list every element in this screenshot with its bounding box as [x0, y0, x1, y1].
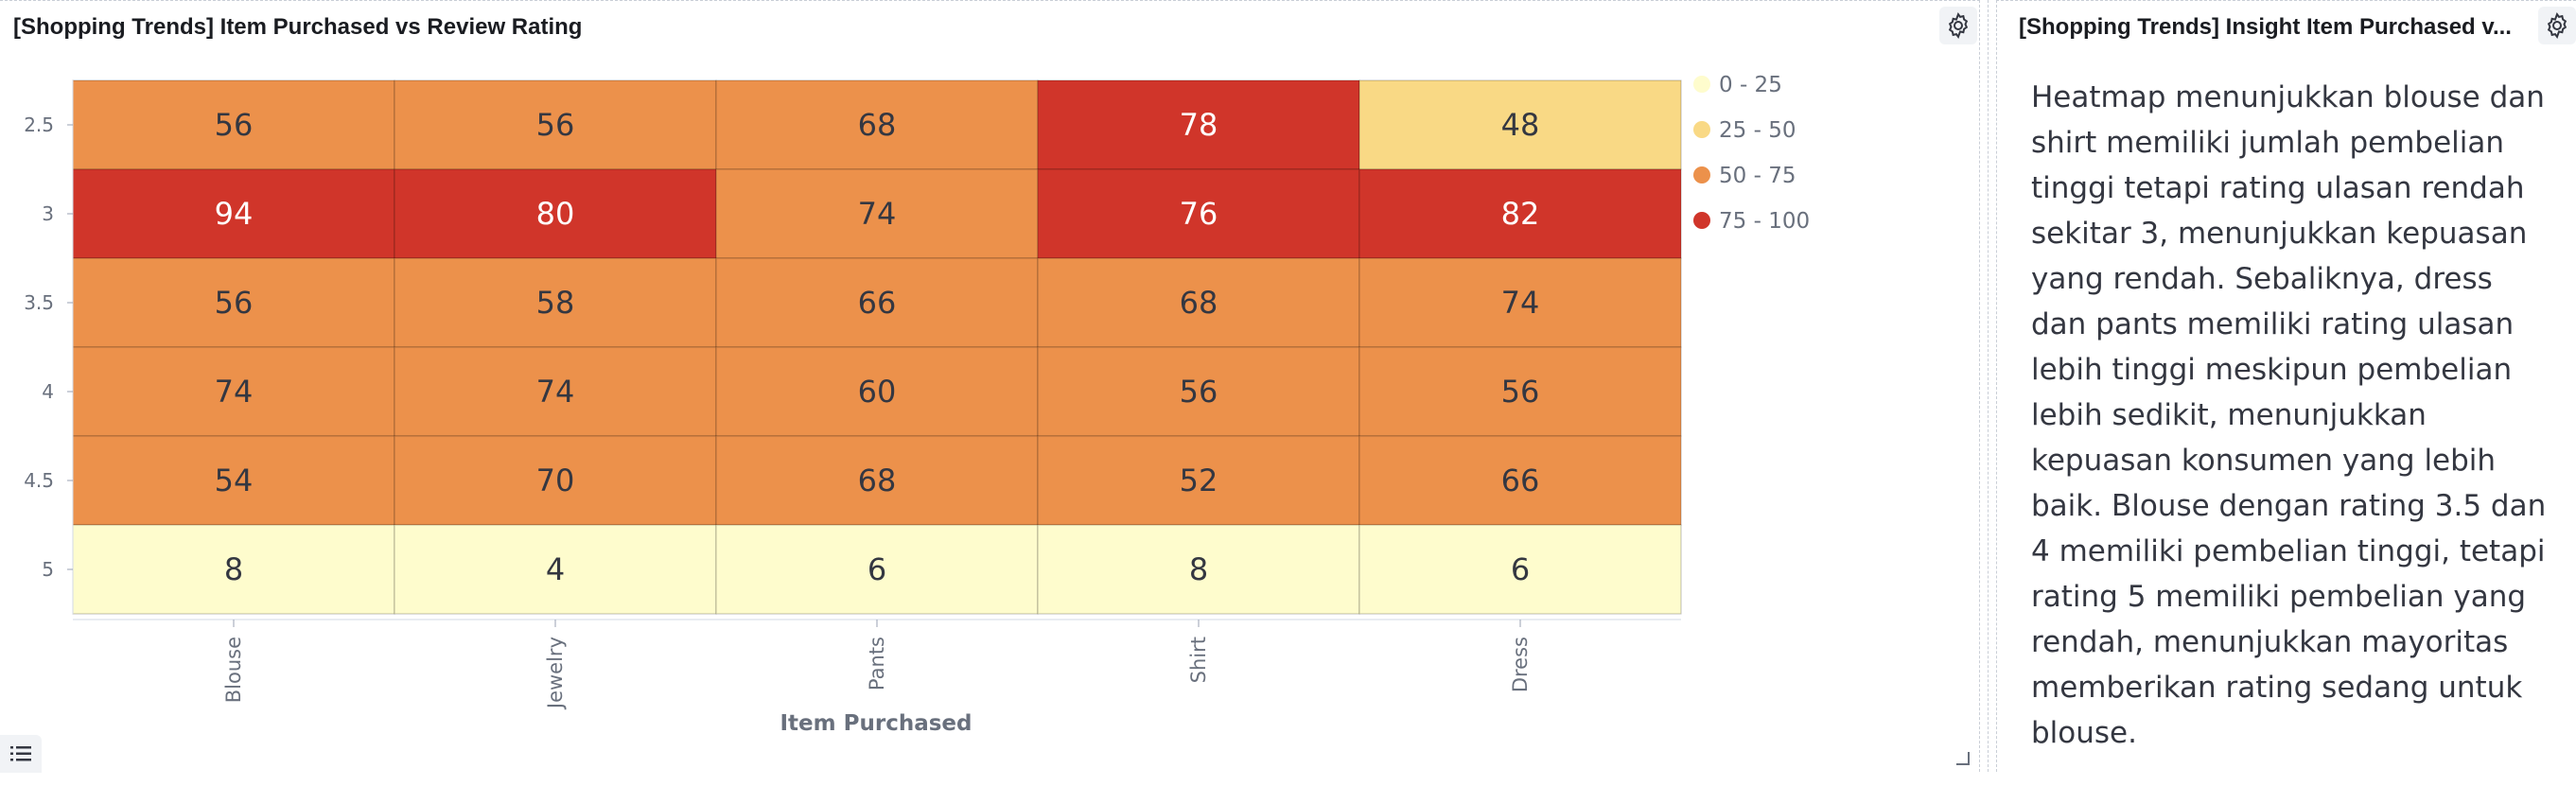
cell-value-label: 74	[858, 196, 897, 232]
cell-value-label: 54	[215, 463, 254, 498]
cell-value-label: 74	[1501, 285, 1540, 321]
list-icon	[10, 746, 31, 761]
x-tick-label: Pants	[866, 637, 888, 690]
heatmap-cell[interactable]	[72, 79, 395, 170]
legend-label[interactable]: 25 - 50	[1719, 118, 1796, 143]
heatmap-cell[interactable]	[394, 168, 717, 259]
heatmap-cell[interactable]	[1037, 435, 1360, 526]
gear-icon	[2547, 12, 2567, 39]
y-tick-label: 5	[42, 558, 54, 581]
heatmap-cell[interactable]	[1358, 168, 1682, 259]
cell-value-label: 82	[1501, 196, 1540, 232]
heatmap-cell[interactable]	[72, 435, 395, 526]
heatmap-cell[interactable]	[1358, 435, 1682, 526]
legend-label[interactable]: 0 - 25	[1719, 73, 1782, 97]
heatmap-cell[interactable]	[72, 257, 395, 348]
cell-value-label: 52	[1180, 463, 1218, 498]
heatmap-cell[interactable]	[394, 257, 717, 348]
heatmap-cell[interactable]	[715, 435, 1039, 526]
legend-toggle-button[interactable]	[0, 735, 42, 773]
cell-value-label: 94	[215, 196, 254, 232]
cell-value-label: 4	[546, 551, 565, 587]
heatmap-cell[interactable]	[715, 168, 1039, 259]
x-tick-label: Blouse	[222, 637, 245, 703]
cell-value-label: 70	[536, 463, 575, 498]
legend-swatch	[1693, 166, 1710, 183]
heatmap-cell[interactable]	[715, 524, 1039, 615]
heatmap-cell[interactable]	[715, 346, 1039, 437]
legend-swatch	[1693, 76, 1710, 93]
heatmap-cell[interactable]	[394, 524, 717, 615]
cell-value-label: 6	[1511, 551, 1530, 587]
cell-value-label: 56	[215, 285, 254, 321]
cell-value-label: 80	[536, 196, 575, 232]
legend-swatch	[1693, 212, 1710, 229]
cell-value-label: 6	[867, 551, 886, 587]
panel-title: [Shopping Trends] Insight Item Purchased…	[2019, 14, 2512, 40]
x-tick-label: Dress	[1509, 637, 1532, 692]
y-tick-label: 2.5	[24, 114, 54, 136]
heatmap-cell[interactable]	[394, 346, 717, 437]
cell-value-label: 8	[1189, 551, 1208, 587]
heatmap-cell[interactable]	[1037, 524, 1360, 615]
x-tick-label: Shirt	[1187, 637, 1210, 683]
heatmap-cell[interactable]	[394, 435, 717, 526]
panel-settings-button[interactable]	[1939, 7, 1977, 44]
cell-value-label: 66	[1501, 463, 1540, 498]
gear-icon	[1948, 12, 1969, 39]
cell-value-label: 68	[1180, 285, 1218, 321]
cell-value-label: 58	[536, 285, 575, 321]
heatmap-cell[interactable]	[72, 524, 395, 615]
heatmap-cell[interactable]	[715, 257, 1039, 348]
panel-divider	[1980, 0, 1996, 772]
y-tick-label: 4	[42, 380, 54, 403]
cell-value-label: 68	[858, 463, 897, 498]
heatmap-cell[interactable]	[1358, 79, 1682, 170]
cell-value-label: 8	[224, 551, 243, 587]
panel-title: [Shopping Trends] Item Purchased vs Revi…	[13, 14, 583, 40]
legend-swatch	[1693, 121, 1710, 138]
cell-value-label: 68	[858, 107, 897, 143]
cell-value-label: 56	[536, 107, 575, 143]
y-tick-label: 3.5	[24, 291, 54, 314]
x-axis-title: Item Purchased	[780, 711, 973, 736]
heatmap-cell[interactable]	[1358, 524, 1682, 615]
cell-value-label: 78	[1180, 107, 1218, 143]
heatmap-cell[interactable]	[1358, 346, 1682, 437]
x-tick-label: Jewelry	[544, 637, 567, 710]
cell-value-label: 60	[858, 374, 897, 410]
panel-settings-button[interactable]	[2538, 7, 2576, 44]
cell-value-label: 76	[1180, 196, 1218, 232]
heatmap-panel: [Shopping Trends] Item Purchased vs Revi…	[0, 0, 1980, 773]
y-tick-label: 3	[42, 202, 54, 225]
heatmap-cell[interactable]	[1037, 168, 1360, 259]
cell-value-label: 56	[215, 107, 254, 143]
cell-value-label: 74	[215, 374, 254, 410]
legend-label[interactable]: 50 - 75	[1719, 164, 1796, 188]
cell-value-label: 74	[536, 374, 575, 410]
cell-value-label: 56	[1180, 374, 1218, 410]
insight-text: Heatmap menunjukkan blouse dan shirt mem…	[2031, 80, 2547, 750]
y-tick-label: 4.5	[24, 469, 54, 492]
legend-label[interactable]: 75 - 100	[1719, 209, 1810, 234]
heatmap-cell[interactable]	[1037, 257, 1360, 348]
cell-value-label: 48	[1501, 107, 1540, 143]
insight-panel: [Shopping Trends] Insight Item Purchased…	[1996, 0, 2576, 772]
cell-value-label: 66	[858, 285, 897, 321]
resize-handle[interactable]	[1956, 752, 1970, 765]
cell-value-label: 56	[1501, 374, 1540, 410]
